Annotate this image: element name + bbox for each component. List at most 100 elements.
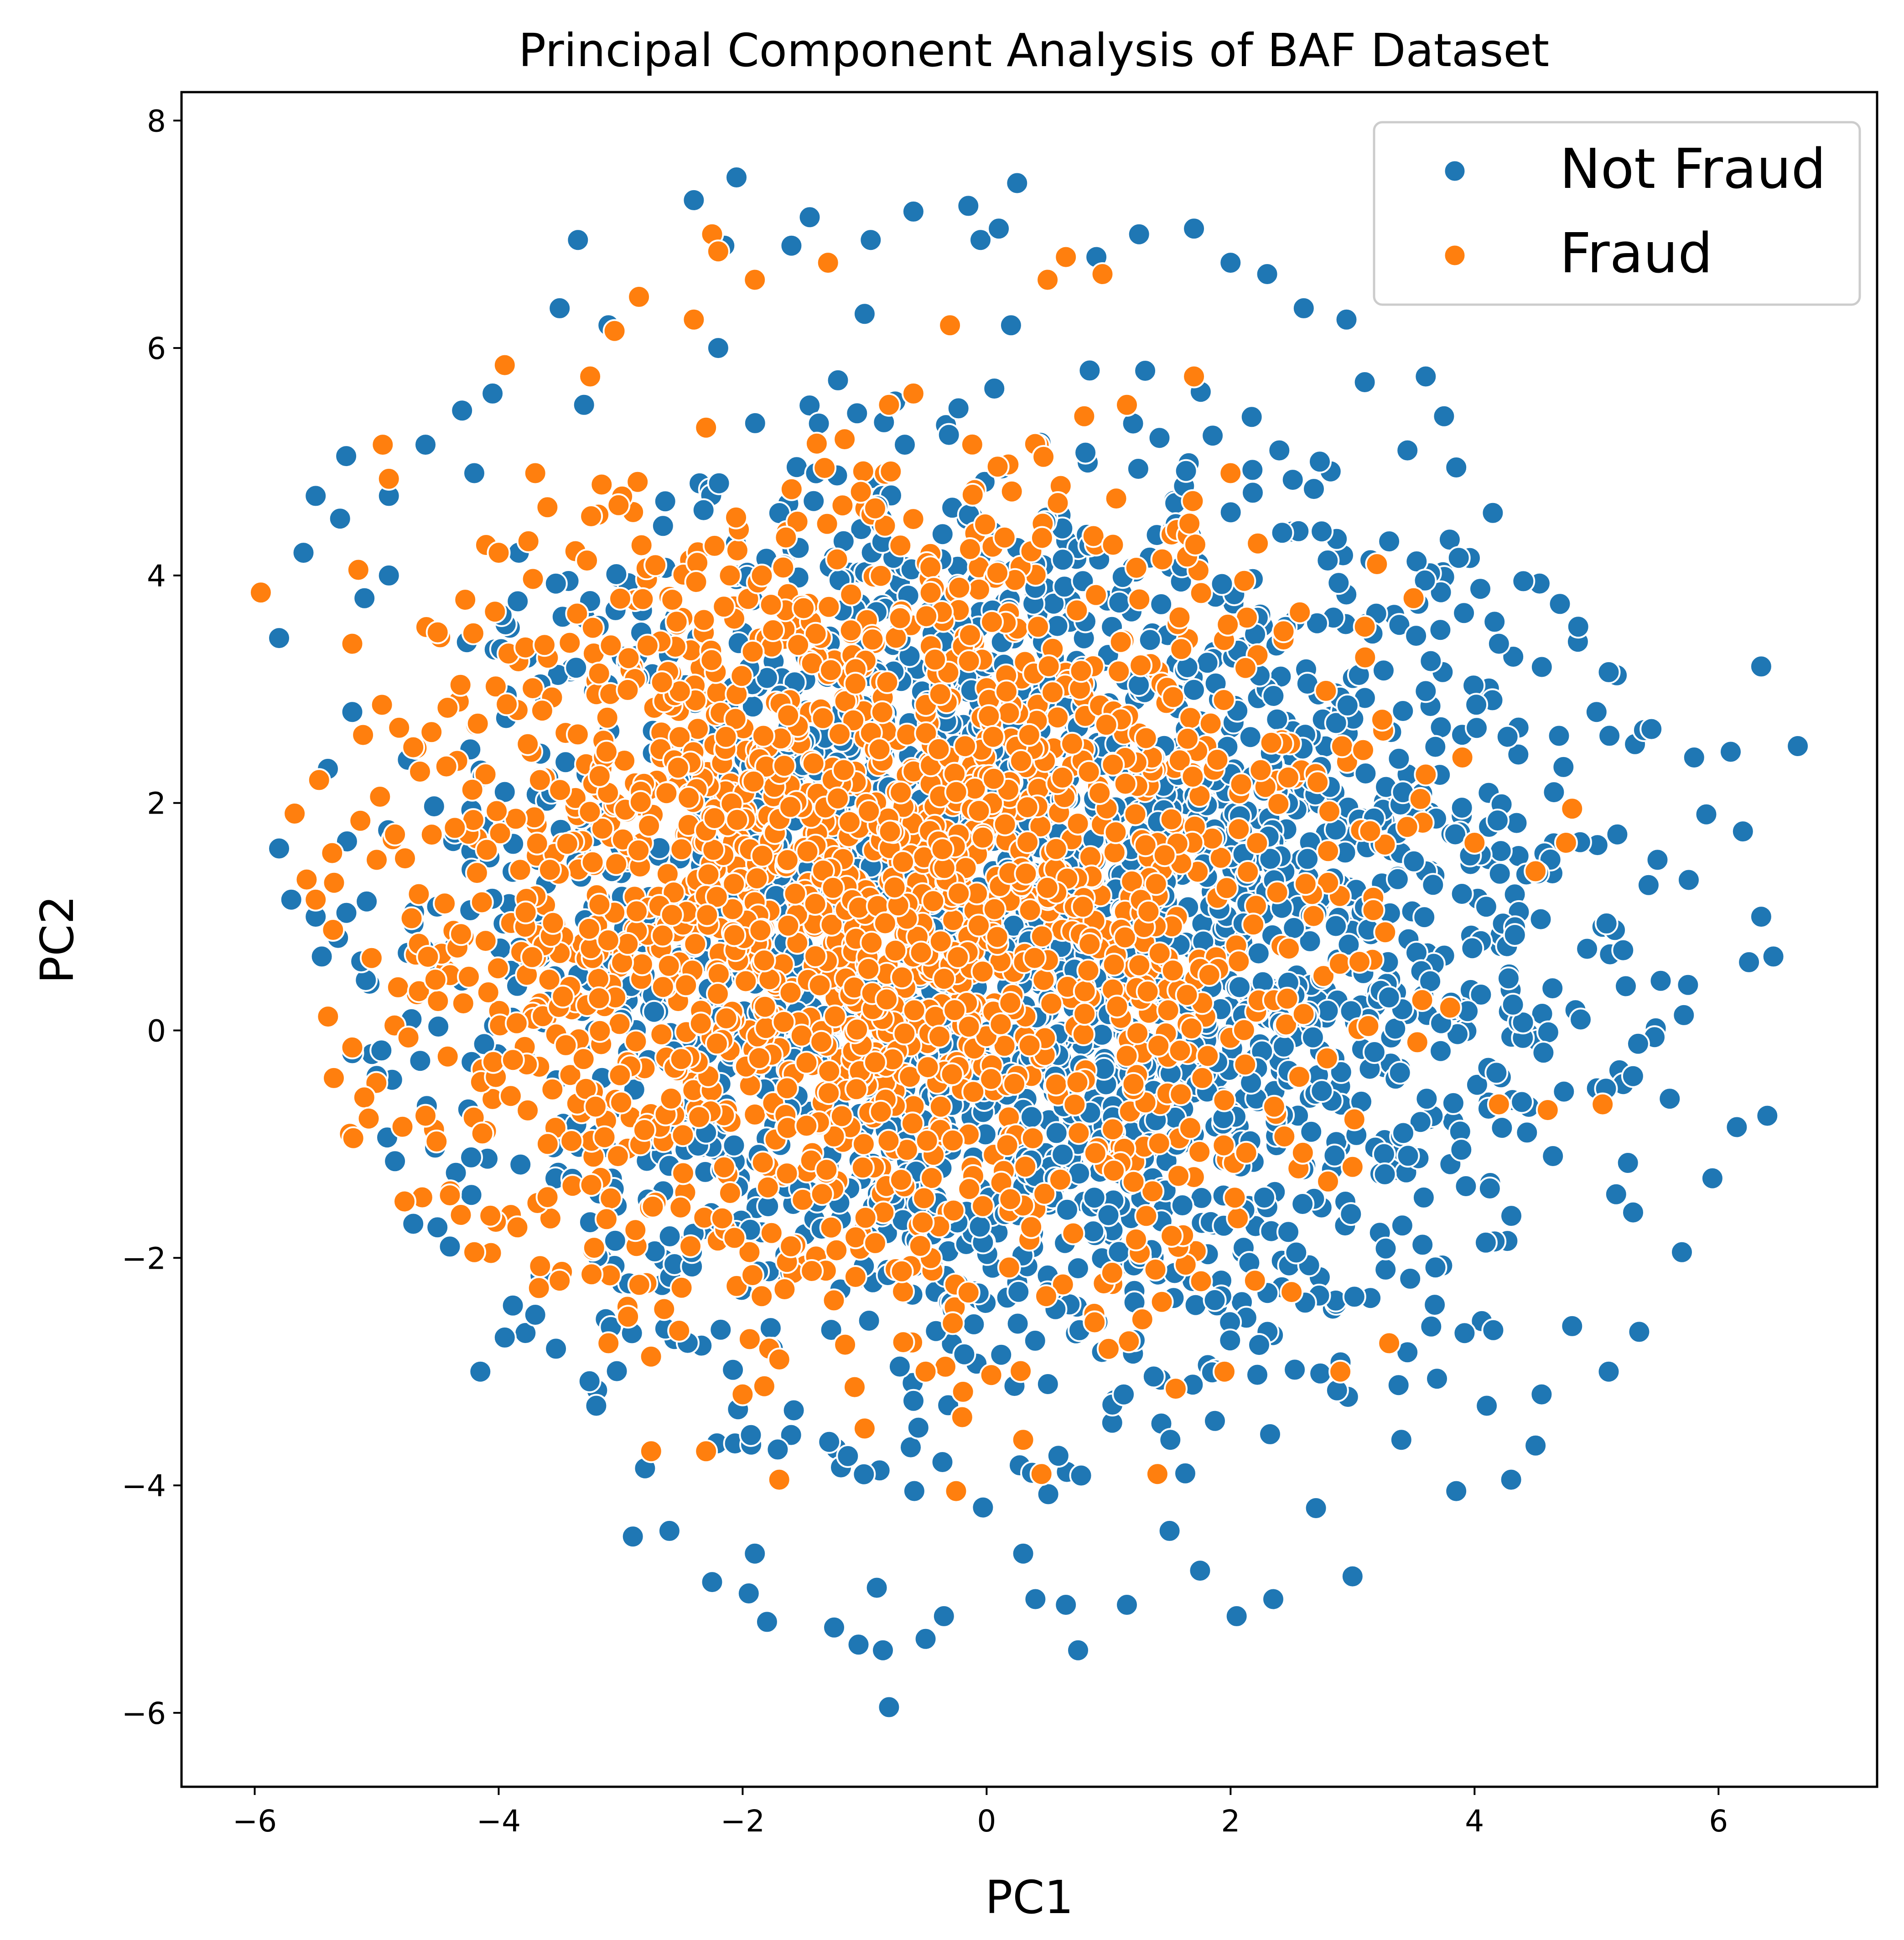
data-point: [1203, 1409, 1227, 1433]
data-point: [706, 962, 731, 986]
data-point: [967, 577, 991, 602]
data-point: [1036, 1372, 1060, 1396]
data-point: [1414, 763, 1438, 787]
data-point: [1386, 1373, 1411, 1397]
data-point: [1126, 457, 1150, 481]
data-point: [890, 1259, 914, 1283]
data-point: [1261, 1587, 1285, 1611]
data-point: [578, 364, 602, 389]
y-tick-label: 8: [147, 104, 166, 139]
data-point: [1182, 364, 1206, 389]
data-point: [914, 721, 938, 745]
data-point: [1552, 1079, 1576, 1104]
data-point: [581, 850, 605, 874]
data-point: [346, 558, 370, 582]
data-point: [679, 1234, 702, 1258]
data-point: [1170, 1193, 1194, 1217]
data-point: [1048, 1167, 1072, 1192]
data-point: [1255, 262, 1279, 286]
data-point: [982, 377, 1006, 400]
data-point: [587, 986, 611, 1010]
data-point: [1315, 1046, 1339, 1070]
data-point: [1107, 659, 1131, 684]
data-point: [979, 1363, 1003, 1387]
data-point: [572, 393, 596, 417]
data-point: [683, 932, 707, 956]
data-point: [1000, 479, 1024, 503]
data-point: [1219, 251, 1243, 275]
data-point: [731, 1382, 755, 1406]
data-point: [981, 725, 1005, 749]
data-point: [592, 1125, 617, 1149]
data-point: [599, 1186, 623, 1210]
data-point: [852, 1462, 876, 1486]
data-point: [548, 1269, 572, 1293]
data-point: [355, 889, 379, 913]
data-point: [1181, 489, 1205, 513]
data-point: [767, 1468, 791, 1492]
data-point: [982, 767, 1006, 791]
data-point: [1055, 1198, 1079, 1222]
data-point: [1450, 746, 1474, 769]
data-point: [1450, 882, 1474, 906]
data-point: [778, 795, 803, 819]
data-point: [960, 432, 984, 456]
data-point: [1396, 438, 1420, 462]
data-point: [826, 368, 850, 392]
data-point: [443, 816, 467, 840]
data-point: [950, 1405, 974, 1429]
data-point: [851, 459, 875, 483]
data-point: [1219, 500, 1243, 524]
data-point: [590, 472, 614, 497]
data-point: [957, 1015, 981, 1039]
data-point: [1265, 707, 1289, 731]
data-point: [958, 623, 982, 647]
data-point: [1547, 724, 1571, 748]
data-point: [527, 1276, 551, 1300]
data-point: [821, 876, 845, 900]
data-point: [1065, 1070, 1089, 1094]
data-point: [523, 1303, 547, 1327]
data-point: [1226, 1206, 1250, 1230]
data-point: [1113, 772, 1137, 796]
data-point: [642, 1000, 666, 1024]
data-point: [1308, 1361, 1333, 1385]
data-point: [334, 901, 358, 925]
data-point: [470, 890, 494, 914]
data-point: [583, 1094, 607, 1119]
data-point: [595, 705, 619, 730]
data-point: [823, 1004, 847, 1028]
data-point: [316, 1005, 340, 1029]
data-point: [742, 769, 766, 794]
data-point: [1088, 781, 1112, 805]
data-point: [820, 913, 844, 937]
data-point: [1473, 1230, 1498, 1255]
data-point: [992, 525, 1017, 550]
data-point: [714, 725, 738, 749]
data-point: [775, 1076, 799, 1100]
data-point: [725, 166, 748, 189]
data-point: [1083, 1141, 1107, 1165]
data-point: [365, 848, 389, 872]
data-point: [461, 621, 485, 645]
data-point: [587, 892, 612, 917]
data-point: [940, 1062, 964, 1086]
y-tick-label: 0: [147, 1014, 166, 1049]
data-point: [551, 985, 575, 1009]
data-point: [1090, 262, 1115, 286]
data-point: [422, 794, 446, 819]
data-point: [875, 670, 899, 694]
data-point: [666, 756, 690, 780]
data-point: [800, 1259, 824, 1283]
data-point: [1584, 700, 1608, 724]
data-point: [1138, 628, 1162, 652]
data-point: [1335, 693, 1359, 717]
data-point: [1749, 905, 1773, 929]
data-point: [1302, 904, 1326, 928]
data-point: [707, 471, 731, 495]
data-point: [514, 900, 538, 924]
data-point: [1061, 1221, 1085, 1245]
data-point: [822, 1615, 846, 1639]
data-point: [1182, 678, 1206, 702]
data-point: [651, 975, 675, 999]
